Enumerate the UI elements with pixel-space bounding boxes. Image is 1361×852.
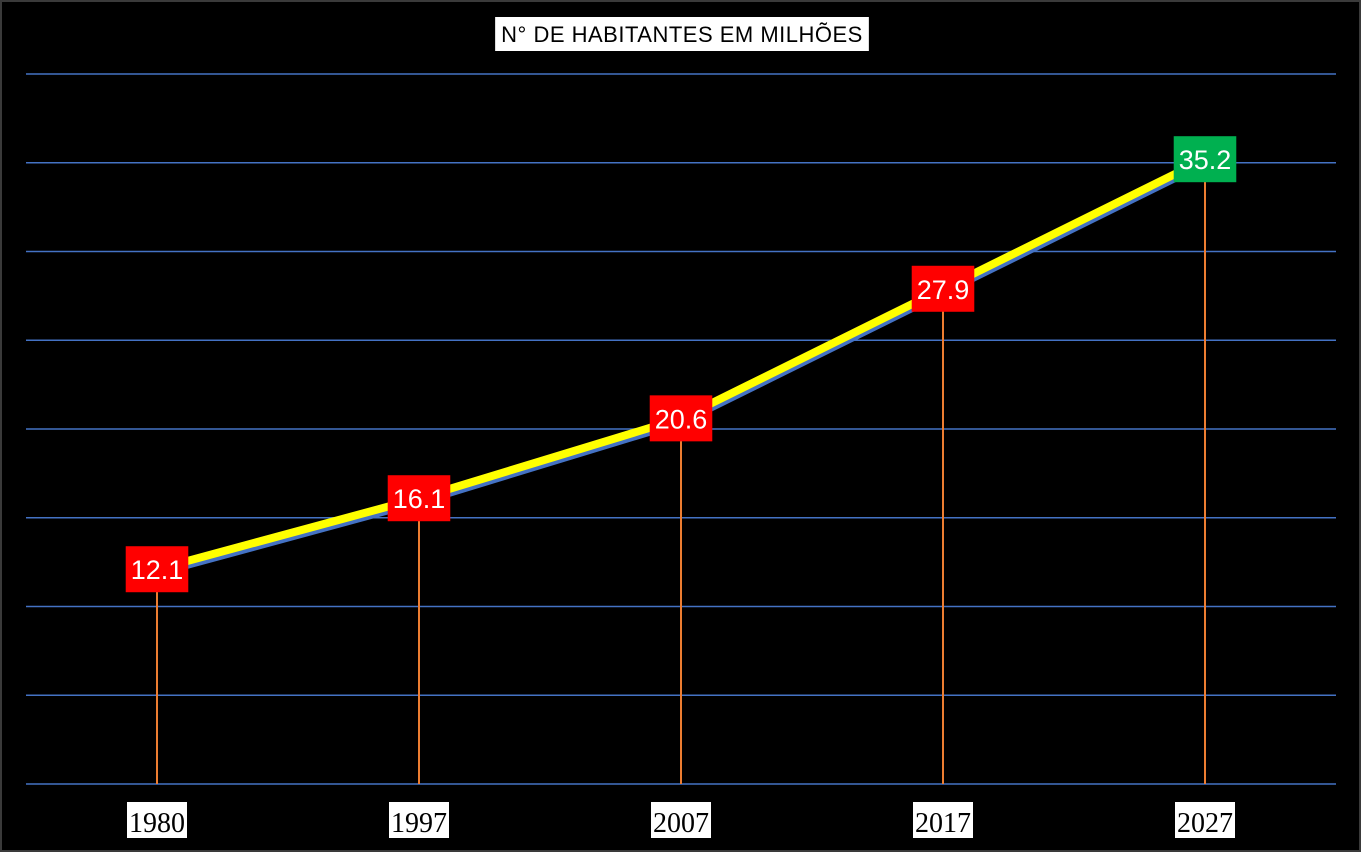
data-label-value: 27.9 [917,275,970,305]
data-label-value: 20.6 [655,404,708,434]
data-label-box [911,265,975,312]
x-tick-box [913,802,973,838]
chart-title: N° DE HABITANTES EM MILHÕES [501,22,863,47]
x-tick-label: 2017 [915,808,971,839]
data-label-box [125,546,189,593]
data-label-2017: 27.9 [911,265,975,312]
data-label-1980: 12.1 [125,546,189,593]
data-label-value: 35.2 [1179,145,1232,175]
x-tick-2027: 2027 [1175,802,1235,839]
data-label-box [649,395,713,442]
x-tick-label: 1997 [391,808,447,839]
x-tick-label: 1980 [129,808,185,839]
x-tick-label: 2007 [653,808,709,839]
data-label-value: 12.1 [131,555,184,585]
x-tick-label: 2027 [1177,808,1233,839]
data-labels: 12.1 16.1 20.6 27.9 35.2 [125,136,1237,593]
x-tick-box [389,802,449,838]
data-label-1997: 16.1 [387,475,451,522]
chart-title-group: N° DE HABITANTES EM MILHÕES [495,17,869,51]
x-axis-ticks: 1980 1997 2007 2017 2027 [127,802,1235,839]
data-label-value: 16.1 [393,484,446,514]
x-tick-box [651,802,711,838]
x-tick-2017: 2017 [913,802,973,839]
chart-title-box [495,17,869,51]
drop-lines [156,159,1206,784]
x-tick-2007: 2007 [651,802,711,839]
x-tick-1997: 1997 [389,802,449,839]
data-label-2027: 35.2 [1173,136,1237,183]
x-tick-1980: 1980 [127,802,187,839]
data-label-2007: 20.6 [649,395,713,442]
data-label-box [387,475,451,522]
x-tick-box [1175,802,1235,838]
data-label-box [1173,136,1237,183]
x-tick-box [127,802,187,838]
